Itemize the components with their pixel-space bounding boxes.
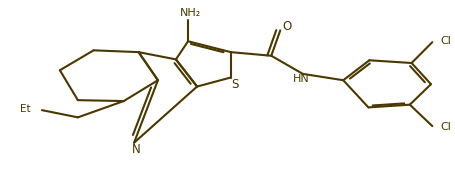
Text: N: N — [132, 143, 141, 156]
Text: Cl: Cl — [440, 36, 451, 46]
Text: Et: Et — [20, 104, 30, 114]
Text: HN: HN — [293, 74, 310, 84]
Text: O: O — [283, 20, 292, 33]
Text: Cl: Cl — [440, 122, 451, 132]
Text: S: S — [232, 78, 239, 91]
Text: NH₂: NH₂ — [180, 8, 201, 18]
